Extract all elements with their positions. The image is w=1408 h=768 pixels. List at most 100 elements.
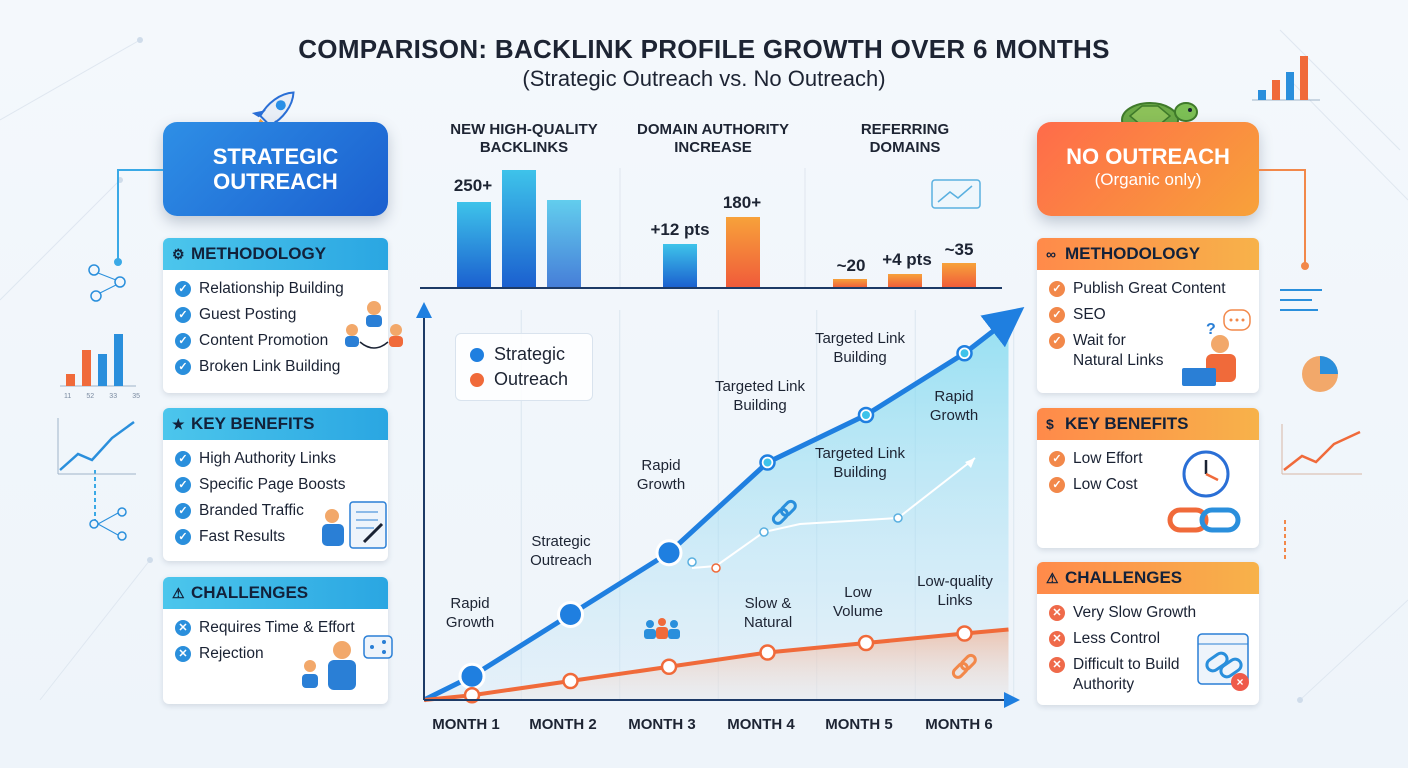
list-item-label: Wait for Natural Links [1073, 332, 1164, 369]
list-item-label: Branded Traffic [199, 502, 304, 519]
guide-point [711, 563, 721, 573]
value-label: +4 pts [882, 250, 932, 269]
bar [726, 217, 760, 288]
x-tick-label: MONTH 2 [529, 716, 597, 733]
organic-methodology-title: METHODOLOGY [1065, 244, 1201, 263]
value-label: ~20 [836, 256, 866, 275]
list-item: ✓ Broken Link Building [175, 354, 388, 380]
x-tick-label: MONTH 1 [432, 716, 500, 733]
strategic-benefits-header: ★ KEY BENEFITS [163, 408, 388, 440]
list-item-label: Less Control [1073, 630, 1161, 647]
data-point-outreach [759, 644, 776, 661]
value-label: 250+ [453, 176, 493, 195]
svg-text:?: ? [1206, 321, 1216, 338]
growth-line-chart [416, 302, 1025, 708]
x-tick-label: MONTH 6 [925, 716, 993, 733]
flow-nodes-icon [89, 507, 127, 541]
svg-text:×: × [1236, 675, 1243, 689]
guide-arrow [965, 458, 975, 468]
top-bar-charts [420, 168, 1002, 289]
data-point-core [960, 349, 969, 358]
guide-point [759, 527, 769, 537]
page-subtitle: (Strategic Outreach vs. No Outreach) [522, 66, 886, 91]
no-outreach-hero-line1: NO OUTREACH [1066, 144, 1230, 169]
check-icon: ✓ [1049, 451, 1065, 467]
data-point-strategic [458, 662, 486, 690]
value-label: 180+ [722, 193, 762, 212]
legend-label: Outreach [494, 369, 569, 389]
alert-icon: ⚠ [172, 585, 185, 601]
link-icon [959, 653, 977, 671]
bar [547, 200, 581, 288]
organic-methodology-header: ∞ METHODOLOGY [1037, 238, 1259, 270]
list-item: ✓ Low Effort [1049, 446, 1259, 472]
list-item-label: Requires Time & Effort [199, 619, 355, 636]
link-icon [779, 499, 797, 517]
value-label: +12 pts [650, 220, 710, 239]
list-item: ✕ Difficult to Build Authority [1049, 652, 1199, 695]
strategic-challenges-title: CHALLENGES [191, 583, 309, 602]
value-label: ~35 [944, 240, 974, 259]
money-bag-icon: $ [1046, 416, 1054, 432]
list-item-label: Broken Link Building [199, 358, 341, 375]
check-icon: ✓ [175, 307, 191, 323]
strategic-methodology-header: ⚙ METHODOLOGY [163, 238, 388, 270]
legend-dot [470, 348, 484, 362]
list-item: ✓ SEO [1049, 302, 1259, 328]
trophy-icon: ★ [172, 416, 185, 432]
check-icon: ✓ [175, 451, 191, 467]
tick-label: 11 [64, 393, 72, 400]
legend-label: Strategic [494, 344, 566, 364]
list-item-label: Publish Great Content [1073, 280, 1226, 297]
mini-chart-ticks: 11 52 33 35 [64, 393, 140, 400]
legend-dot [470, 373, 484, 387]
strategic-hero-line2: OUTREACH [213, 169, 338, 194]
list-item: ✓ Low Cost [1049, 472, 1259, 498]
list-item: ✕ Rejection [175, 641, 388, 667]
x-icon: ✕ [1049, 631, 1065, 647]
annotation-label: Targeted Link Building [814, 445, 906, 481]
bar [888, 274, 922, 288]
bar [942, 263, 976, 288]
list-item: ✓ Guest Posting [175, 302, 388, 328]
x-tick-label: MONTH 5 [825, 716, 893, 733]
data-point-core [862, 411, 870, 419]
list-item-label: Low Cost [1073, 476, 1138, 493]
list-item-label: Guest Posting [199, 306, 297, 323]
annotation-label: Rapid Growth [929, 388, 979, 424]
annotation-label: Slow & Natural [743, 595, 793, 631]
mini-bar-chart-icon [1252, 56, 1320, 101]
list-item: ✓ Wait for Natural Links [1049, 328, 1179, 371]
tick-label: 35 [132, 393, 140, 400]
data-point-outreach [463, 687, 481, 704]
annotation-label: Targeted Link Building [814, 330, 906, 366]
x-icon: ✕ [1049, 605, 1065, 621]
annotation-label: Rapid Growth [636, 457, 686, 493]
annotation-label: Strategic Outreach [530, 533, 592, 569]
data-point-outreach [660, 658, 678, 675]
check-icon: ✓ [175, 281, 191, 297]
list-item-label: SEO [1073, 306, 1106, 323]
pie-and-lines-icon [1280, 289, 1338, 392]
data-point-core [763, 458, 772, 467]
list-item: ✓ Publish Great Content [1049, 276, 1259, 302]
list-item-label: Fast Results [199, 528, 286, 545]
list-item: ✕ Less Control [1049, 626, 1259, 652]
mini-trend-chart-icon [57, 418, 136, 475]
strategic-methodology-panel: ⚙ METHODOLOGY ✓ Relationship Building ✓ Gu… [163, 238, 388, 393]
frustrated-person-icon [302, 635, 393, 690]
page-title: COMPARISON: BACKLINK PROFILE GROWTH OVER… [298, 34, 1110, 64]
person-writing-icon [322, 501, 387, 549]
series-line-outreach [423, 627, 1009, 702]
list-item-label: Low Effort [1073, 450, 1143, 467]
list-item: ✓ Relationship Building [175, 276, 388, 302]
network-icon: ⚙ [172, 246, 185, 262]
check-icon: ✓ [175, 529, 191, 545]
broken-link-window-icon: × [1197, 633, 1249, 691]
workflow-icon [88, 264, 126, 302]
x-icon: ✕ [1049, 657, 1065, 673]
bar [663, 244, 697, 288]
strategic-methodology-title: METHODOLOGY [191, 244, 327, 263]
tick-label: 52 [86, 393, 95, 400]
